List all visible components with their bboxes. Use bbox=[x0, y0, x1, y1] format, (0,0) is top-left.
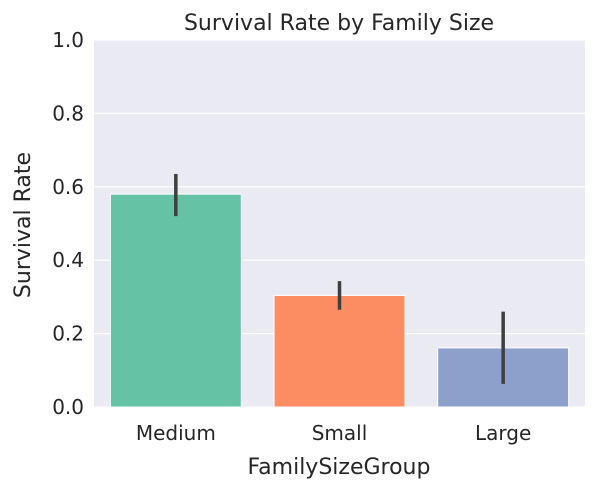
x-tick-label: Large bbox=[475, 421, 531, 445]
x-tick-label: Small bbox=[312, 421, 368, 445]
y-axis-label: Survival Rate bbox=[11, 152, 36, 298]
y-tick-labels: 0.0 0.2 0.4 0.6 0.8 1.0 bbox=[52, 28, 84, 419]
x-axis-label: FamilySizeGroup bbox=[248, 455, 431, 480]
chart-title: Survival Rate by Family Size bbox=[184, 11, 494, 36]
x-tick-labels: Medium Small Large bbox=[136, 421, 531, 445]
y-tick-label: 1.0 bbox=[52, 28, 84, 52]
bar-medium bbox=[109, 193, 242, 408]
y-tick-label: 0.8 bbox=[52, 101, 84, 125]
bar-small bbox=[273, 294, 406, 408]
y-tick-label: 0.6 bbox=[52, 175, 84, 199]
x-tick-label: Medium bbox=[136, 421, 216, 445]
y-tick-label: 0.0 bbox=[52, 395, 84, 419]
error-bars bbox=[174, 173, 505, 384]
bars bbox=[109, 193, 570, 408]
y-tick-label: 0.2 bbox=[52, 322, 84, 346]
y-tick-label: 0.4 bbox=[52, 248, 84, 272]
